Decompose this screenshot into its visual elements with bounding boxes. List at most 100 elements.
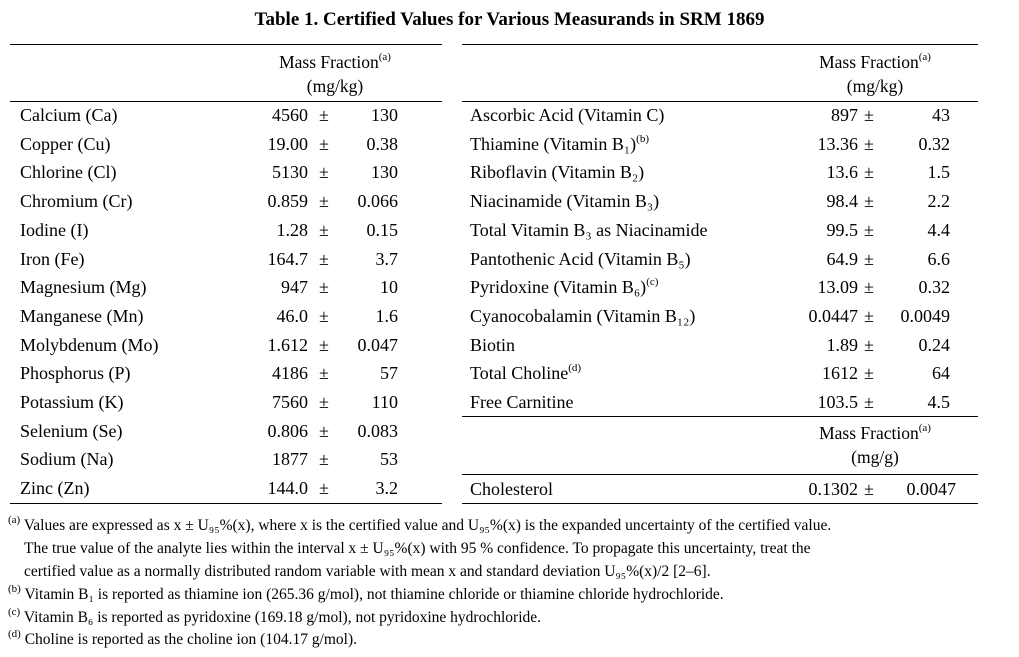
measurand-label: Iodine (I) [20, 219, 89, 240]
measurand-name: Total Choline(d) [470, 359, 581, 387]
uncertainty-value: 43 [932, 105, 950, 125]
certified-value: 0.0447 [808, 305, 859, 326]
plus-minus-sign: ± [864, 191, 874, 212]
uncertainty-value: 130 [371, 162, 398, 183]
certified-value: 98.4 [826, 191, 859, 212]
footnote-mark: (d) [568, 362, 582, 375]
certified-value: 5130 [272, 162, 308, 183]
table-row: Magnesium (Mg) 947 ±10 [0, 273, 1019, 301]
certified-value: 4560 [272, 105, 308, 125]
table-row: Calcium (Ca) 4560 ±130 [0, 101, 1019, 129]
certified-value: 7560 [272, 392, 308, 412]
right-mid-rule [462, 416, 978, 417]
table-row: Phosphorus (P) 4186 ±57 [0, 359, 1019, 387]
footnote-mark: (b) [636, 132, 649, 145]
table-row: Thiamine (Vitamin B₁)(b) 13.36 ±0.32 [0, 130, 1019, 158]
certified-value: 144.0 [267, 478, 309, 499]
uncertainty-value: 0.066 [357, 191, 399, 212]
measurand-label: Copper (Cu) [20, 133, 111, 154]
uncertainty-value: 57 [380, 363, 398, 384]
measurand-name: Thiamine (Vitamin B₁)(b) [470, 130, 649, 158]
measurand-name: Riboflavin (Vitamin B₂) [470, 158, 644, 186]
certified-value: 19.00 [267, 133, 309, 154]
plus-minus-sign: ± [319, 305, 329, 326]
measurand-label: Riboflavin (Vitamin B₂) [470, 162, 645, 183]
certified-value: 99.5 [826, 219, 859, 240]
measurand-label: Cyanocobalamin (Vitamin B₁₂) [470, 305, 696, 326]
measurand-name: Cholesterol [470, 475, 553, 503]
certified-value: 1877 [272, 449, 308, 470]
table-row: Potassium (K) 7560 ±110 [0, 388, 1019, 416]
left-header-label: Mass Fraction [279, 52, 379, 72]
right-subheader-label: Mass Fraction [819, 423, 919, 443]
plus-minus-sign: ± [864, 334, 874, 355]
table-row: Biotin 1.89 ±0.24 [0, 331, 1019, 359]
table-row: Free Carnitine 103.5 ±4.5 [0, 388, 1019, 416]
certified-value: 13.36 [817, 133, 859, 154]
right-header-rule [462, 101, 978, 102]
measurand-name: Biotin [470, 331, 515, 359]
left-column-header: Mass Fraction(a) (mg/kg) [240, 50, 430, 98]
footnote-mark: (c) [646, 276, 659, 289]
measurand-name: Chromium (Cr) [20, 187, 133, 215]
measurand-name: Potassium (K) [20, 388, 124, 416]
measurand-label: Chromium (Cr) [20, 191, 133, 212]
certified-value: 1.89 [826, 334, 859, 355]
uncertainty-value: 0.15 [366, 219, 399, 240]
table-row: Chlorine (Cl) 5130 ±130 [0, 158, 1019, 186]
plus-minus-sign: ± [319, 478, 329, 499]
footnote-a-line3: certified value as a normally distribute… [24, 563, 711, 580]
footnote-b-mark: (b) [8, 582, 21, 595]
measurand-name: Cyanocobalamin (Vitamin B₁₂) [470, 302, 695, 330]
uncertainty-value: 3.2 [375, 478, 399, 499]
plus-minus-sign: ± [864, 133, 874, 154]
measurand-label: Manganese (Mn) [20, 305, 144, 326]
uncertainty-value: 10 [380, 277, 398, 298]
footnote-a-mark: (a) [8, 513, 21, 526]
right-column-header: Mass Fraction(a) (mg/kg) [780, 50, 970, 98]
right-header-label: Mass Fraction [819, 52, 919, 72]
uncertainty-value: 4.4 [927, 219, 951, 240]
footnote-b: (b) Vitamin B₁ is reported as thiamine i… [8, 582, 724, 606]
measurand-label: Molybdenum (Mo) [20, 334, 159, 355]
certified-value: 164.7 [267, 248, 309, 269]
table-row: Total Vitamin B₃ as Niacinamide 99.5 ±4.4 [0, 216, 1019, 244]
table-row: Manganese (Mn) 46.0 ±1.6 [0, 302, 1019, 330]
certified-value: 897 [831, 105, 858, 125]
plus-minus-sign: ± [319, 162, 329, 183]
plus-minus-sign: ± [319, 363, 329, 384]
measurand-label: Biotin [470, 334, 516, 355]
footnote-c: (c) Vitamin B₆ is reported as pyridoxine… [8, 606, 541, 629]
measurand-name: Manganese (Mn) [20, 302, 143, 330]
uncertainty-value: 1.6 [375, 305, 399, 326]
uncertainty-value: 0.38 [366, 133, 399, 154]
footnote-a-line2: The true value of the analyte lies withi… [24, 540, 811, 557]
right-subheader-footnote-mark: (a) [918, 422, 931, 435]
uncertainty-value: 53 [380, 449, 398, 470]
uncertainty-value: 0.0047 [906, 479, 957, 499]
uncertainty-value: 0.32 [918, 133, 951, 154]
uncertainty-value: 2.2 [927, 191, 951, 212]
measurand-label: Iron (Fe) [20, 248, 85, 269]
measurand-label: Phosphorus (P) [20, 363, 131, 384]
certified-value: 1.28 [276, 219, 309, 240]
plus-minus-sign: ± [319, 420, 329, 441]
table-row: Pantothenic Acid (Vitamin B₅) 64.9 ±6.6 [0, 245, 1019, 273]
measurand-name: Pantothenic Acid (Vitamin B₅) [470, 245, 691, 273]
table-row: Iron (Fe) 164.7 ±3.7 [0, 245, 1019, 273]
measurand-label: Thiamine (Vitamin B₁) [470, 133, 637, 154]
table-title: Table 1. Certified Values for Various Me… [254, 9, 765, 30]
certified-value: 13.09 [817, 277, 859, 298]
measurand-name: Niacinamide (Vitamin B₃) [470, 187, 659, 215]
left-header-rule [10, 101, 442, 102]
measurand-name: Chlorine (Cl) [20, 158, 117, 186]
table-row: Ascorbic Acid (Vitamin C) 897 ±43 [0, 101, 1019, 129]
left-header-footnote-mark: (a) [378, 51, 391, 64]
left-header-unit: (mg/kg) [306, 76, 364, 96]
table-row: Selenium (Se) 0.806 ±0.083 [0, 417, 1019, 445]
certified-value: 0.859 [267, 191, 309, 212]
plus-minus-sign: ± [864, 105, 874, 125]
measurand-label: Selenium (Se) [20, 420, 123, 441]
footnote-a: (a) Values are expressed as x ± U₉₅%(x),… [8, 513, 831, 537]
measurand-name: Copper (Cu) [20, 130, 110, 158]
